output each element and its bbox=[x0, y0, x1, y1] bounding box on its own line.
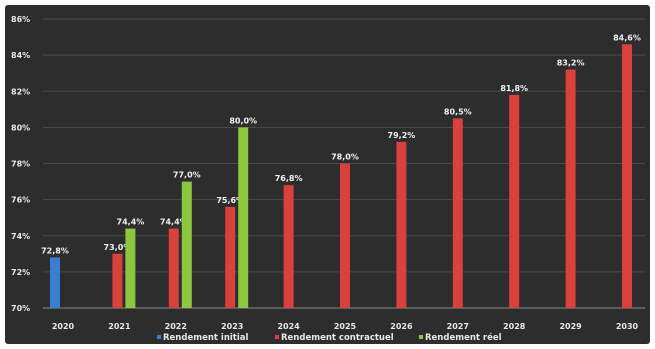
data-label: 77,0% bbox=[173, 171, 201, 180]
x-tick-label: 2025 bbox=[334, 322, 357, 331]
legend-label: Rendement initial bbox=[163, 333, 248, 343]
y-tick-label: 86% bbox=[11, 15, 30, 24]
legend-label: Rendement réel bbox=[425, 332, 502, 343]
legend-label: Rendement contractuel bbox=[281, 333, 394, 343]
data-label: 72,8% bbox=[41, 246, 69, 255]
y-tick-label: 72% bbox=[11, 268, 30, 277]
bar-rendement-r-el bbox=[125, 228, 136, 308]
y-tick-label: 84% bbox=[11, 51, 30, 60]
y-tick-label: 76% bbox=[11, 196, 30, 205]
data-label: 84,6% bbox=[613, 33, 641, 42]
data-label: 76,8% bbox=[275, 174, 303, 183]
y-tick-label: 78% bbox=[11, 160, 30, 169]
x-tick-label: 2021 bbox=[108, 322, 131, 331]
x-tick-label: 2023 bbox=[221, 322, 243, 331]
x-tick-label: 2020 bbox=[52, 322, 75, 331]
bar-rendement-contractuel bbox=[283, 185, 294, 308]
data-label: 74,4% bbox=[117, 218, 145, 227]
data-label: 75,6% bbox=[216, 196, 244, 205]
y-tick-label: 74% bbox=[11, 232, 30, 241]
data-label: 79,2% bbox=[388, 131, 416, 140]
bar-rendement-initial bbox=[50, 257, 60, 308]
data-label: 73,0% bbox=[104, 243, 132, 252]
bar-rendement-contractuel bbox=[452, 118, 463, 308]
x-tick-label: 2024 bbox=[277, 322, 300, 331]
bar-rendement-contractuel bbox=[509, 94, 520, 308]
legend-swatch bbox=[275, 335, 279, 339]
data-label: 74,4% bbox=[160, 218, 188, 227]
y-tick-label: 82% bbox=[11, 87, 30, 96]
bar-rendement-contractuel bbox=[225, 206, 236, 308]
data-label: 81,8% bbox=[500, 84, 528, 93]
x-tick-label: 2027 bbox=[447, 322, 469, 331]
x-tick-label: 2022 bbox=[165, 322, 187, 331]
bar-rendement-contractuel bbox=[396, 141, 407, 308]
bar-rendement-r-el bbox=[181, 181, 192, 308]
x-tick-label: 2028 bbox=[503, 322, 526, 331]
data-label: 78,0% bbox=[331, 153, 359, 162]
y-tick-label: 80% bbox=[11, 123, 30, 132]
data-label: 83,2% bbox=[557, 59, 585, 68]
bar-rendement-contractuel bbox=[168, 228, 179, 308]
x-tick-label: 2029 bbox=[559, 322, 582, 331]
bar-rendement-contractuel bbox=[565, 69, 576, 308]
bar-rendement-contractuel bbox=[622, 44, 632, 308]
y-tick-label: 70% bbox=[11, 304, 30, 313]
data-label: 80,5% bbox=[444, 107, 472, 116]
bar-rendement-contractuel bbox=[340, 163, 350, 308]
bar-rendement-r-el bbox=[238, 127, 249, 308]
chart-frame: 70% 72% 74% 76% 78% 80% 82% 84% 86% 2020 2021 2022 2… bbox=[5, 5, 650, 344]
bar-rendement-contractuel bbox=[112, 253, 123, 308]
data-label: 80,0% bbox=[229, 116, 257, 125]
x-tick-label: 2026 bbox=[390, 322, 413, 331]
legend-swatch bbox=[419, 335, 423, 339]
legend-swatch bbox=[157, 335, 161, 339]
bar-chart: 70% 72% 74% 76% 78% 80% 82% 84% 86% 2020 2021 2022 2… bbox=[11, 15, 645, 343]
x-tick-label: 2030 bbox=[616, 322, 639, 331]
